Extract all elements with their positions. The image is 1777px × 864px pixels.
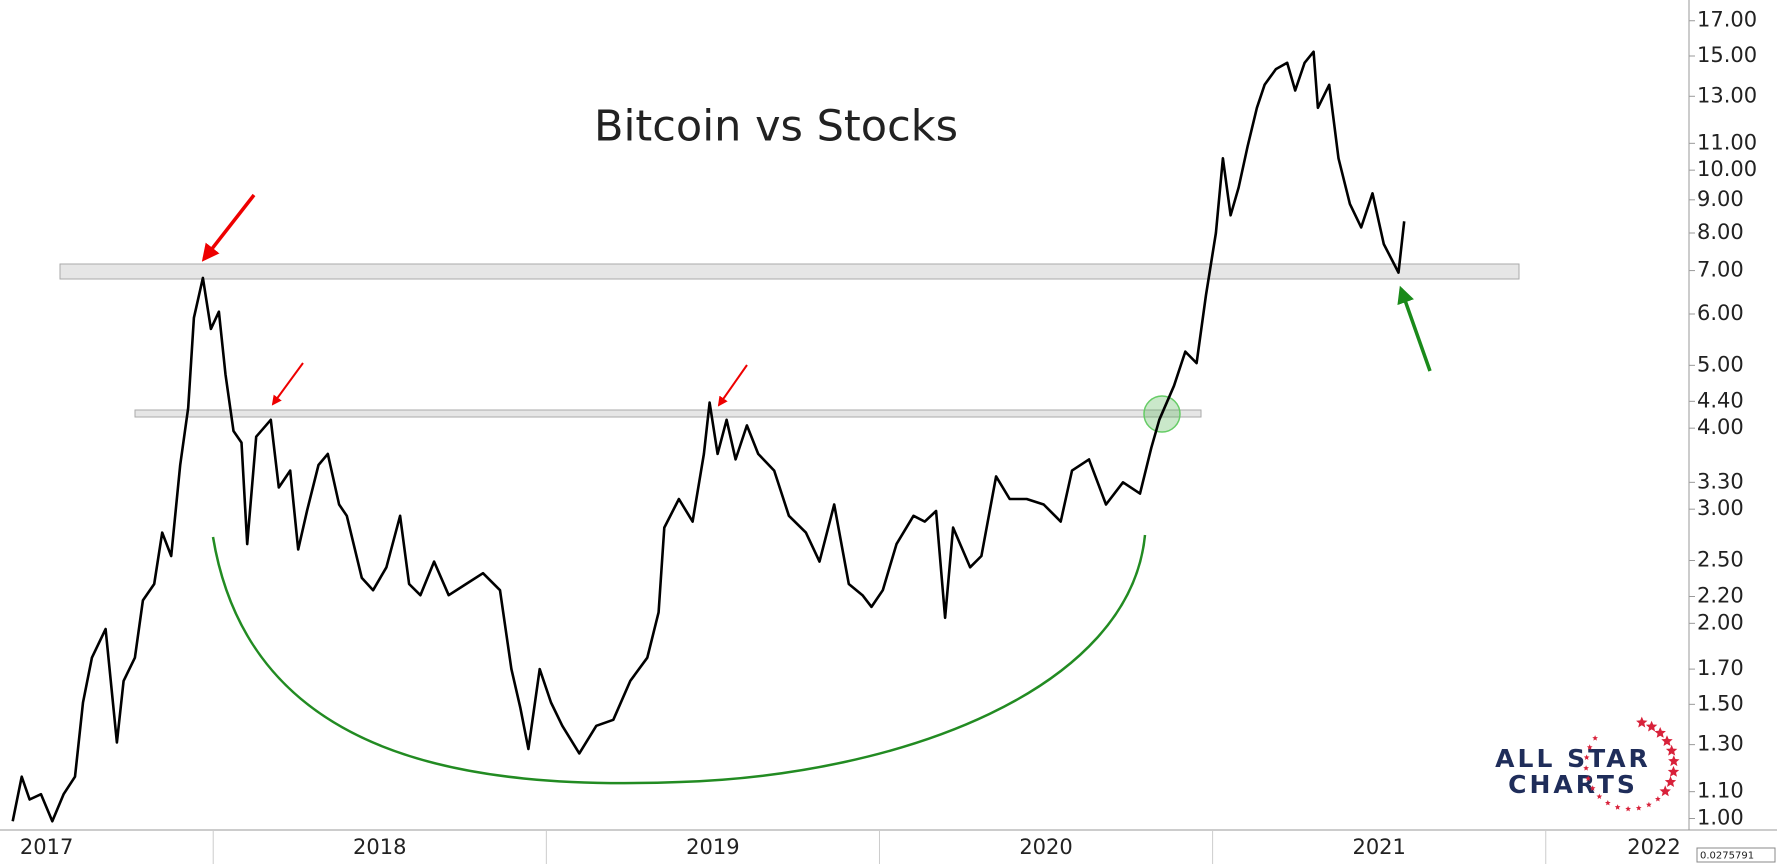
x-tick-label: 2021 [1352, 835, 1405, 859]
y-tick-label: 3.00 [1697, 496, 1744, 520]
star [1583, 765, 1589, 771]
star [1589, 785, 1596, 791]
star [1586, 744, 1593, 750]
star [1625, 806, 1631, 812]
star [1659, 785, 1671, 797]
y-tick-label: 8.00 [1697, 220, 1744, 244]
arrow [1397, 285, 1432, 372]
y-tick-label: 3.30 [1697, 469, 1744, 493]
y-tick-label: 1.50 [1697, 691, 1744, 715]
star [1646, 801, 1652, 808]
star [1667, 765, 1680, 777]
x-tick-label: 2018 [353, 835, 406, 859]
x-tick-label: 2019 [686, 835, 739, 859]
base-arc [211, 534, 1147, 785]
star [1636, 716, 1648, 728]
chart-title: Bitcoin vs Stocks [594, 102, 958, 152]
star [1654, 727, 1666, 738]
y-tick-label: 7.00 [1697, 258, 1744, 282]
star [1596, 793, 1603, 799]
arrow [201, 193, 256, 262]
star [1664, 776, 1677, 787]
x-tick-label: 2017 [20, 835, 73, 859]
star [1645, 720, 1658, 732]
cursor-value: 0.0275791 [1700, 851, 1754, 862]
y-tick-label: 2.00 [1697, 610, 1744, 634]
star [1592, 735, 1598, 741]
star [1668, 755, 1680, 767]
y-tick-label: 9.00 [1697, 187, 1744, 211]
x-tick-label: 2022 [1627, 835, 1680, 859]
x-tick-label: 2020 [1019, 835, 1072, 859]
star [1585, 775, 1591, 781]
y-tick-label: 4.00 [1697, 415, 1744, 439]
y-tick-label: 2.50 [1697, 548, 1744, 572]
y-tick-label: 17.00 [1697, 8, 1757, 32]
y-tick-label: 6.00 [1697, 301, 1744, 325]
y-tick-label: 11.00 [1697, 130, 1757, 154]
resistance-band [134, 409, 1202, 418]
y-tick-label: 1.10 [1697, 779, 1744, 803]
y-tick-label: 2.20 [1697, 583, 1744, 607]
y-tick-label: 13.00 [1697, 83, 1757, 107]
y-tick-label: 10.00 [1697, 157, 1757, 181]
y-tick-label: 1.00 [1697, 806, 1744, 830]
logo-stars [1583, 716, 1680, 812]
arrow [271, 362, 304, 406]
logo-text: CHARTS [1508, 770, 1638, 799]
star [1661, 735, 1673, 746]
star [1583, 754, 1590, 760]
y-tick-label: 1.30 [1697, 732, 1744, 756]
y-tick-label: 1.70 [1697, 656, 1744, 680]
star [1665, 744, 1678, 756]
star [1605, 800, 1611, 806]
star [1635, 805, 1642, 811]
arrow [717, 364, 748, 407]
star [1614, 804, 1621, 810]
logo-text: ALL STAR [1495, 744, 1651, 773]
price-line [11, 50, 1406, 823]
y-tick-label: 5.00 [1697, 352, 1744, 376]
cursor-box [1696, 847, 1776, 863]
star [1655, 796, 1661, 802]
resistance-band [59, 263, 1520, 280]
y-tick-label: 15.00 [1697, 43, 1757, 67]
y-tick-label: 4.40 [1697, 388, 1744, 412]
